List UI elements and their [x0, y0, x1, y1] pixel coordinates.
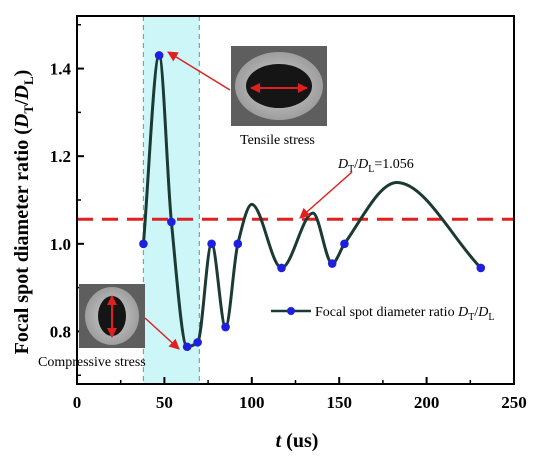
data-point: [476, 263, 486, 273]
compressive-inset: [79, 284, 145, 348]
x-tick-label: 0: [73, 393, 82, 412]
legend-label: Focal spot diameter ratio DT/DL: [315, 305, 494, 323]
tensile-spot-core: [246, 64, 312, 108]
y-axis-title: Focal spot diameter ratio (DT/DL): [11, 70, 36, 355]
series-line: [141, 53, 482, 349]
legend-marker-swatch: [287, 307, 295, 315]
x-tick-label: 100: [239, 393, 265, 412]
data-point: [221, 322, 230, 332]
data-point: [139, 239, 148, 249]
data-point: [167, 217, 176, 227]
x-tick-label: 250: [501, 393, 527, 412]
data-point: [182, 342, 192, 352]
reference-label-arrow: [299, 171, 353, 219]
x-tick-label: 150: [326, 393, 352, 412]
y-tick-label: 0.8: [50, 322, 71, 341]
legend: Focal spot diameter ratio DT/DL: [271, 305, 494, 323]
data-point: [154, 51, 164, 60]
tensile-inset: [231, 46, 327, 126]
data-point: [340, 239, 349, 249]
y-tick-label: 1.0: [50, 235, 71, 254]
x-axis-title: t (us): [276, 430, 319, 452]
reference-line-label: DT/DL=1.056: [337, 157, 414, 175]
data-point: [327, 259, 337, 268]
tensile-label: Tensile stress: [240, 133, 315, 148]
compressive-label: Compressive stress: [38, 355, 146, 370]
data-point: [193, 338, 202, 347]
data-point: [277, 263, 286, 273]
x-tick-label: 200: [414, 393, 440, 412]
x-tick-label: 50: [156, 393, 173, 412]
data-point: [207, 239, 216, 249]
highlight-band: [143, 16, 200, 384]
tensile-pointer-arrow: [167, 51, 231, 91]
compressive-pointer-arrow: [144, 317, 180, 350]
data-point: [233, 239, 243, 249]
y-tick-label: 1.4: [50, 60, 72, 79]
y-tick-label: 1.2: [50, 147, 71, 166]
